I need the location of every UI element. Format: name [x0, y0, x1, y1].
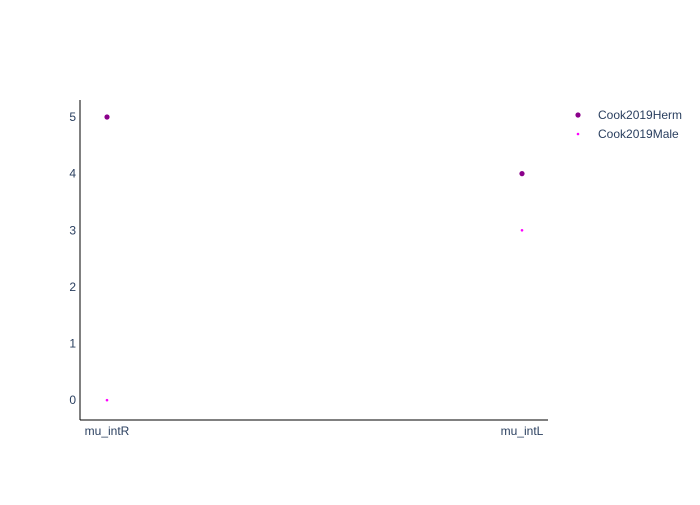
y-tick-label: 2: [69, 280, 76, 294]
tick-labels: 0 1 2 3 4 5 mu_intR mu_intL: [69, 110, 543, 438]
point-cook2019herm-mu-intr[interactable]: [104, 114, 110, 120]
legend-item-cook2019male[interactable]: Cook2019Male: [576, 127, 679, 141]
y-tick-label: 4: [69, 167, 76, 181]
axes: [79, 100, 548, 421]
y-tick-label: 0: [69, 393, 76, 407]
legend-item-cook2019herm[interactable]: Cook2019Herm: [575, 108, 682, 122]
point-cook2019male-mu-intr[interactable]: [105, 398, 109, 402]
data-points: [104, 114, 525, 402]
y-tick-label: 5: [69, 110, 76, 124]
y-tick-label: 3: [69, 223, 76, 237]
x-tick-label: mu_intL: [501, 424, 544, 438]
legend-label: Cook2019Herm: [598, 108, 682, 122]
legend-marker: [576, 132, 580, 136]
y-tick-label: 1: [69, 337, 76, 351]
legend[interactable]: Cook2019Herm Cook2019Male: [575, 108, 682, 141]
legend-label: Cook2019Male: [598, 127, 679, 141]
legend-marker: [575, 112, 581, 118]
point-cook2019male-mu-intl[interactable]: [520, 228, 524, 232]
x-tick-label: mu_intR: [85, 424, 130, 438]
point-cook2019herm-mu-intl[interactable]: [519, 171, 525, 177]
